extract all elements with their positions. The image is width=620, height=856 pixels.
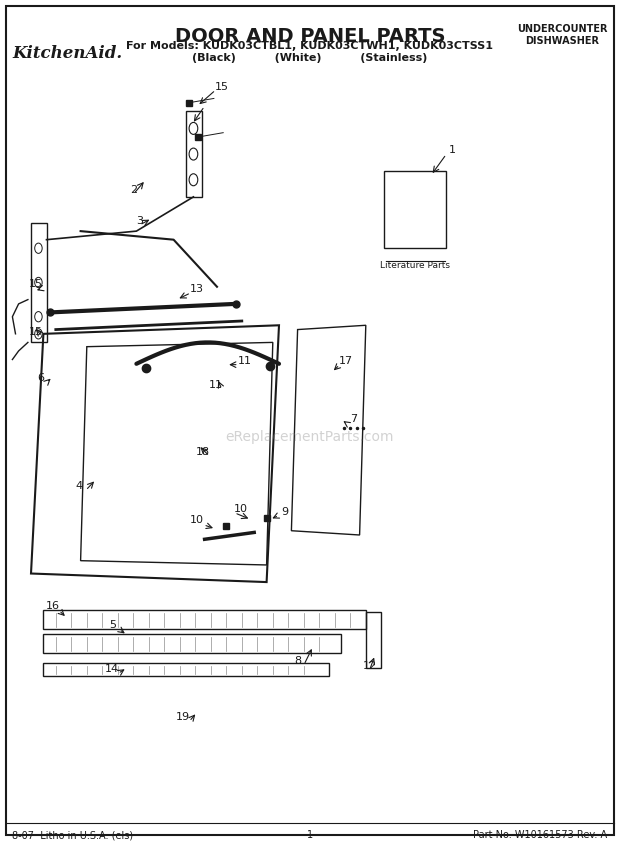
Bar (384, 171, 446, 248)
Text: 10: 10 (234, 504, 247, 514)
Text: 16: 16 (46, 601, 60, 611)
Text: UNDERCOUNTER
DISHWASHER: UNDERCOUNTER DISHWASHER (517, 24, 608, 45)
Bar (366, 612, 381, 668)
Text: 18: 18 (197, 447, 210, 457)
Text: 15: 15 (29, 327, 43, 337)
Text: 1: 1 (307, 830, 313, 841)
Text: 14: 14 (105, 664, 118, 675)
Text: eReplacementParts.com: eReplacementParts.com (226, 430, 394, 443)
Bar (43, 610, 366, 629)
Text: 13: 13 (190, 284, 204, 294)
Text: 8-07  Litho in U.S.A. (els): 8-07 Litho in U.S.A. (els) (12, 830, 133, 841)
Text: 6: 6 (37, 373, 44, 383)
Text: 4: 4 (76, 481, 83, 491)
Text: 7: 7 (350, 414, 357, 425)
Text: 2: 2 (130, 185, 137, 195)
Text: 15: 15 (29, 279, 43, 289)
Text: 15: 15 (215, 82, 229, 92)
Bar (43, 634, 341, 653)
Text: 5: 5 (109, 620, 117, 630)
Text: 8: 8 (294, 656, 301, 666)
Text: Part No. W10161573 Rev. A: Part No. W10161573 Rev. A (474, 830, 608, 841)
Text: DOOR AND PANEL PARTS: DOOR AND PANEL PARTS (175, 27, 445, 46)
Text: For Models: KUDK03CTBL1, KUDK03CTWH1, KUDK03CTSS1: For Models: KUDK03CTBL1, KUDK03CTWH1, KU… (126, 41, 494, 51)
Text: 3: 3 (136, 216, 143, 226)
Text: 11: 11 (238, 356, 252, 366)
Text: 12: 12 (363, 661, 376, 671)
Bar (43, 663, 329, 676)
Text: 11: 11 (209, 380, 223, 390)
Text: KitchenAid.: KitchenAid. (12, 45, 123, 62)
Text: (Black)          (White)          (Stainless): (Black) (White) (Stainless) (192, 53, 428, 63)
Text: 1: 1 (449, 145, 456, 155)
Text: Literature Parts: Literature Parts (381, 261, 450, 270)
Text: 9: 9 (281, 507, 289, 517)
Text: 17: 17 (339, 356, 353, 366)
Text: 19: 19 (176, 712, 190, 722)
Text: 10: 10 (190, 515, 204, 526)
